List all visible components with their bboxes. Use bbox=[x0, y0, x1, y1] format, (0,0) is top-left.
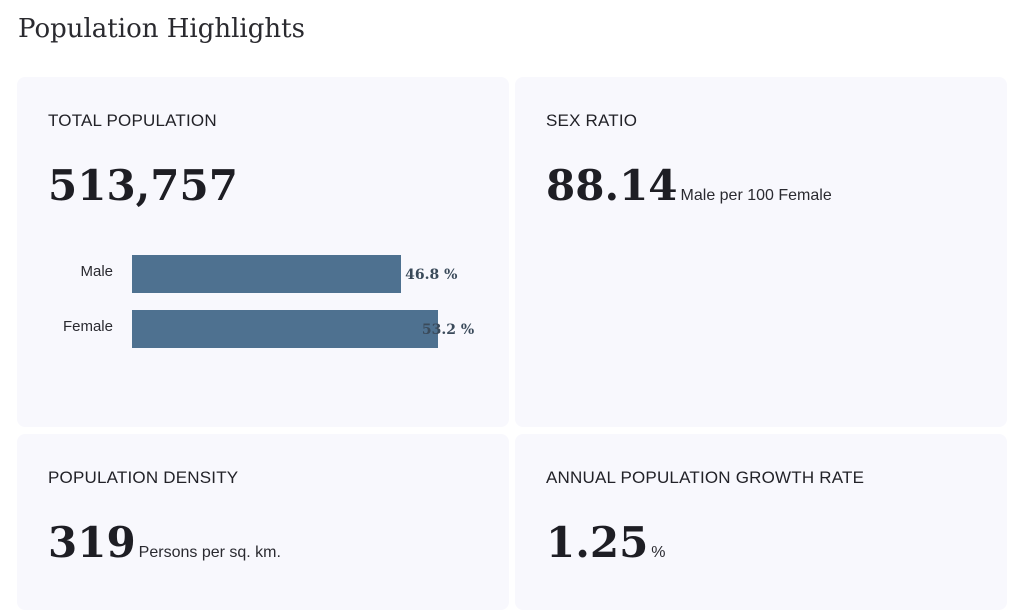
bar-label-male: Male bbox=[80, 263, 113, 280]
total-population-card: TOTAL POPULATION 513,757 Male 46.8 % Femal… bbox=[17, 77, 509, 427]
growth-rate-row: 1.25% bbox=[546, 518, 666, 567]
growth-rate-label: ANNUAL POPULATION GROWTH RATE bbox=[546, 468, 865, 487]
bar-label-female: Female bbox=[62, 318, 113, 335]
sex-ratio-row: 88.14 Male per 100 Female bbox=[546, 161, 832, 210]
total-population-label: TOTAL POPULATION bbox=[48, 111, 217, 130]
bar-value-male: 46.8 % bbox=[405, 267, 458, 283]
population-density-value: 319 bbox=[48, 518, 136, 567]
sex-ratio-label: SEX RATIO bbox=[546, 111, 638, 130]
population-density-card: POPULATION DENSITY 319 Persons per sq. km… bbox=[17, 434, 509, 610]
bar-female bbox=[132, 310, 438, 348]
growth-rate-card: ANNUAL POPULATION GROWTH RATE 1.25% bbox=[515, 434, 1007, 610]
bar-male bbox=[132, 255, 402, 293]
page-title: Population Highlights bbox=[18, 14, 305, 44]
total-population-row: 513,757 bbox=[48, 161, 238, 210]
population-density-row: 319 Persons per sq. km. bbox=[48, 518, 281, 567]
bar-value-female: 53.2 % bbox=[421, 322, 475, 338]
population-density-label: POPULATION DENSITY bbox=[48, 468, 239, 487]
gender-bar-chart: Male 46.8 % Female 53.2 % bbox=[17, 77, 509, 427]
sex-ratio-unit: Male per 100 Female bbox=[680, 187, 832, 204]
sex-ratio-card: SEX RATIO 88.14 Male per 100 Female bbox=[515, 77, 1007, 427]
population-density-unit: Persons per sq. km. bbox=[138, 544, 281, 561]
sex-ratio-value: 88.14 bbox=[546, 161, 678, 210]
growth-rate-value: 1.25 bbox=[546, 518, 649, 567]
growth-rate-unit: % bbox=[651, 544, 666, 561]
total-population-value: 513,757 bbox=[48, 161, 238, 210]
